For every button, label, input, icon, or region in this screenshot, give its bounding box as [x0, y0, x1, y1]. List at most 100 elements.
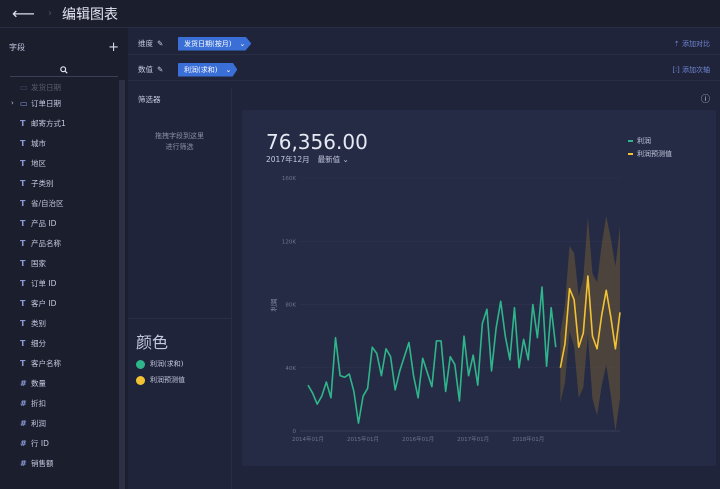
field-item[interactable]: T 国家 — [0, 253, 128, 273]
field-label: 客户名称 — [31, 358, 61, 368]
add-secondary-axis-button[interactable]: [∶] 添加次轴 — [672, 65, 710, 74]
text-type-icon: T — [20, 238, 26, 248]
field-label: 订单日期 — [31, 98, 61, 108]
field-label: 类别 — [31, 318, 46, 328]
chevron-right-icon[interactable]: › — [11, 99, 14, 107]
y-tick-label: 80K — [285, 303, 296, 309]
number-type-icon: # — [20, 458, 27, 468]
top-bar: ⟵ › 编辑图表 — [0, 0, 720, 28]
kpi-value: 76,356.00 — [266, 130, 368, 154]
measure-pill[interactable]: 利润(求和) ⌄ — [178, 62, 238, 77]
measure-shelf: 数值 ✎ 利润(求和) ⌄ [∶] 添加次轴 — [128, 59, 720, 81]
field-item[interactable]: # 数量 — [0, 373, 128, 393]
field-item[interactable]: T 省/自治区 — [0, 193, 128, 213]
field-item[interactable]: T 客户名称 — [0, 353, 128, 373]
filter-title: 筛选器 — [138, 95, 161, 104]
calendar-icon: ▭ — [20, 98, 28, 108]
field-item[interactable]: T 客户 ID — [0, 293, 128, 313]
dimension-pill[interactable]: 发货日期(按月) ⌄ — [178, 36, 252, 51]
filter-drop-hint: 拖拽字段到这里 进行筛选 — [155, 132, 204, 151]
line-chart: 0 40K 80K 120K 160K 利润 2014年01月 2015年01月 2016年01… — [269, 176, 621, 443]
editor-main: 维度 ✎ 发货日期(按月) ⌄ ⇡ 添加对比 数值 ✎ 利润(求和) ⌄ [∶] 添加次… — [128, 28, 720, 489]
field-item[interactable]: T 邮寄方式1 — [0, 113, 128, 133]
field-item[interactable]: T 地区 — [0, 153, 128, 173]
field-item[interactable]: T 细分 — [0, 333, 128, 353]
profit-series-line — [307, 286, 557, 424]
y-tick-label: 160K — [282, 176, 296, 182]
number-type-icon: # — [20, 438, 27, 448]
text-type-icon: T — [20, 358, 26, 368]
field-item[interactable]: T 产品名称 — [0, 233, 128, 253]
field-label: 产品名称 — [31, 238, 61, 248]
text-type-icon: T — [20, 198, 26, 208]
fields-panel: 字段 + ▭ 发货日期 › ▭ 订单日期 T 邮寄方式1 T 城市 T 地区 T 子类别 T 省/自治区 T 产… — [0, 28, 128, 489]
scrollbar[interactable] — [119, 80, 125, 489]
field-item[interactable]: # 行 ID — [0, 433, 128, 453]
y-tick-label: 120K — [282, 239, 296, 245]
chevron-down-icon: ⌄ — [342, 155, 349, 164]
field-label: 细分 — [31, 338, 46, 348]
x-tick-label: 2016年01月 — [402, 435, 434, 443]
field-label: 客户 ID — [31, 298, 57, 308]
field-label: 邮寄方式1 — [31, 118, 66, 128]
kpi-period: 2017年12月 — [266, 155, 310, 164]
text-type-icon: T — [20, 338, 26, 348]
add-field-icon[interactable]: + — [108, 39, 119, 55]
edit-pencil-icon[interactable]: ✎ — [157, 39, 164, 48]
page-title: 编辑图表 — [62, 6, 118, 23]
field-item[interactable]: T 子类别 — [0, 173, 128, 193]
calendar-icon: ▭ — [20, 82, 28, 92]
chevron-down-icon: ⌄ — [225, 65, 232, 74]
x-tick-label: 2014年01月 — [292, 435, 324, 443]
field-item[interactable]: T 产品 ID — [0, 213, 128, 233]
field-search[interactable] — [10, 63, 118, 77]
filter-pane[interactable]: 筛选器 拖拽字段到这里 进行筛选 颜色 利润(求和) 利润预测值 — [128, 88, 232, 489]
legend-item[interactable]: 利润预测值 — [628, 149, 672, 159]
number-type-icon: # — [20, 398, 27, 408]
x-tick-label: 2015年01月 — [347, 435, 379, 443]
field-item[interactable]: # 折扣 — [0, 393, 128, 413]
x-tick-label: 2017年01月 — [457, 435, 489, 443]
number-type-icon: # — [20, 378, 27, 388]
field-item[interactable]: # 利润 — [0, 413, 128, 433]
field-item[interactable]: T 订单 ID — [0, 273, 128, 293]
field-label: 订单 ID — [31, 278, 57, 288]
info-icon[interactable]: ⓘ — [700, 95, 710, 105]
color-title: 颜色 — [136, 333, 169, 352]
dimension-shelf: 维度 ✎ 发货日期(按月) ⌄ ⇡ 添加对比 — [128, 33, 720, 55]
text-type-icon: T — [20, 278, 26, 288]
field-item[interactable]: ▭ 发货日期 — [0, 81, 128, 93]
x-tick-label: 2018年01月 — [512, 435, 544, 443]
color-item-forecast[interactable]: 利润预测值 — [136, 375, 224, 385]
back-arrow-icon[interactable]: ⟵ — [12, 3, 35, 23]
fields-panel-title: 字段 — [9, 43, 25, 52]
legend-item[interactable]: 利润 — [628, 136, 672, 146]
field-item[interactable]: › ▭ 订单日期 — [0, 93, 128, 113]
text-type-icon: T — [20, 218, 26, 228]
field-label: 产品 ID — [31, 218, 57, 228]
color-section: 颜色 利润(求和) 利润预测值 — [128, 318, 232, 395]
y-tick-label: 0 — [293, 429, 297, 435]
kpi-mode-select[interactable]: 最新值 ⌄ — [317, 155, 349, 164]
search-icon — [60, 65, 68, 74]
forecast-confidence-band — [560, 215, 620, 431]
number-type-icon: # — [20, 418, 27, 428]
text-type-icon: T — [20, 138, 26, 148]
field-list: ▭ 发货日期 › ▭ 订单日期 T 邮寄方式1 T 城市 T 地区 T 子类别 T 省/自治区 T 产品 ID T… — [0, 81, 128, 479]
field-label: 国家 — [31, 258, 46, 268]
color-item-profit[interactable]: 利润(求和) — [136, 359, 224, 369]
text-type-icon: T — [20, 298, 26, 308]
field-label: 利润 — [31, 418, 46, 428]
field-label: 折扣 — [31, 398, 46, 408]
field-label: 城市 — [31, 138, 46, 148]
field-item[interactable]: T 类别 — [0, 313, 128, 333]
add-comparison-button[interactable]: ⇡ 添加对比 — [673, 39, 710, 48]
chevron-right-icon: › — [48, 8, 52, 19]
field-item[interactable]: # 销售额 — [0, 453, 128, 473]
chart-card: 76,356.00 2017年12月 最新值 ⌄ 利润 利润预测值 0 40K 80… — [242, 110, 716, 466]
text-type-icon: T — [20, 258, 26, 268]
text-type-icon: T — [20, 158, 26, 168]
edit-pencil-icon[interactable]: ✎ — [157, 65, 164, 74]
field-item[interactable]: T 城市 — [0, 133, 128, 153]
field-label: 发货日期 — [31, 82, 61, 92]
